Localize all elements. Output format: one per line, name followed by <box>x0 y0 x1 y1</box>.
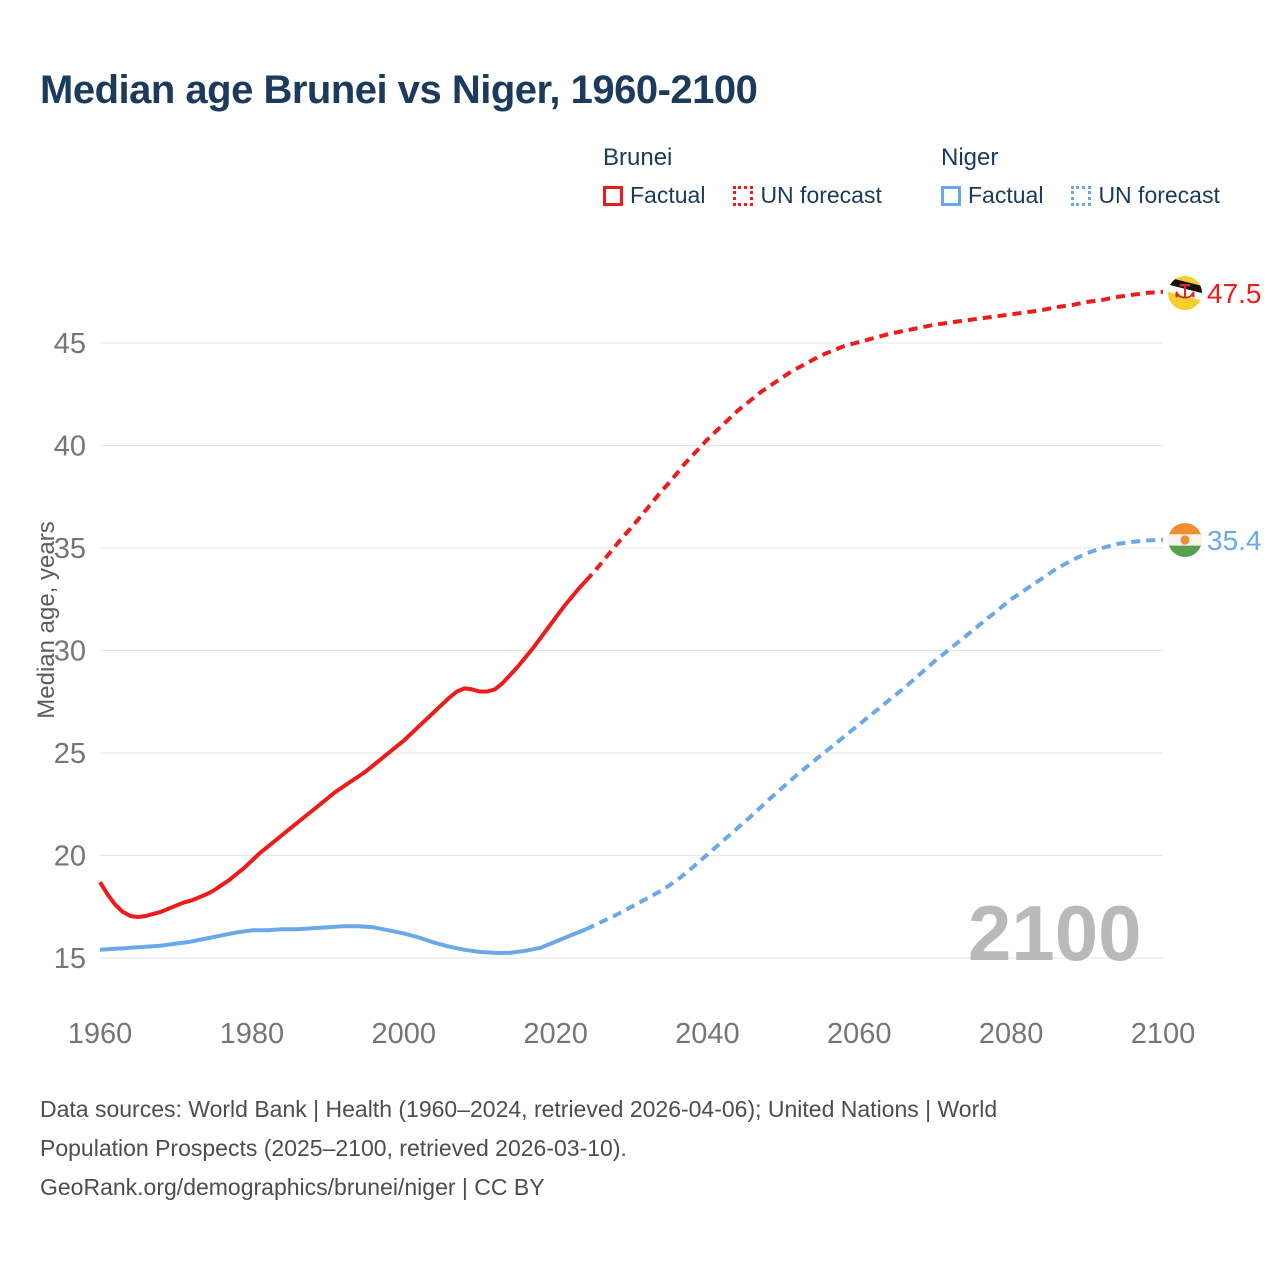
brunei-forecast-swatch <box>733 185 754 206</box>
y-tick-label: 30 <box>54 636 86 668</box>
series-line-brunei-factual <box>98 579 588 919</box>
footer-line-3: GeoRank.org/demographics/brunei/niger | … <box>40 1174 545 1200</box>
y-axis-title: Median age, years <box>33 521 60 719</box>
niger-factual-swatch <box>941 185 961 206</box>
legend-label: Factual <box>630 182 706 208</box>
y-tick-label: 15 <box>54 943 86 975</box>
x-tick-label: 2060 <box>827 1018 892 1050</box>
footer-attribution: Data sources: World Bank | Health (1960–… <box>40 1090 1180 1207</box>
niger-forecast-swatch <box>1071 185 1092 206</box>
series-line-niger-un-forecast <box>585 537 1164 932</box>
legend-heading-brunei: Brunei <box>603 144 673 171</box>
x-tick-label: 2020 <box>523 1018 588 1050</box>
legend-heading-niger: Niger <box>941 144 999 171</box>
legend-label: UN forecast <box>1098 182 1220 208</box>
y-tick-label: 25 <box>54 738 86 770</box>
legend-label: Factual <box>968 182 1044 208</box>
footer-line-2: Population Prospects (2025–2100, retriev… <box>40 1135 627 1161</box>
x-tick-label: 2100 <box>1131 1018 1196 1050</box>
series-line-niger-factual <box>99 924 587 955</box>
niger-end-value: 35.4 <box>1207 525 1262 556</box>
legend-item-brunei-factual[interactable]: Factual <box>603 182 705 209</box>
legend-group-brunei: Brunei Factual UN forecast <box>603 144 882 209</box>
legend-label: UN forecast <box>760 182 882 208</box>
x-tick-label: 2080 <box>979 1018 1044 1050</box>
brunei-flag-icon <box>1168 276 1202 310</box>
y-tick-label: 35 <box>54 533 86 565</box>
page-title: Median age Brunei vs Niger, 1960-2100 <box>40 68 758 112</box>
brunei-end-value: 47.5 <box>1207 278 1262 309</box>
y-tick-label: 40 <box>54 431 86 463</box>
y-tick-label: 20 <box>54 841 86 873</box>
legend-group-niger: Niger Factual UN forecast <box>941 144 1220 209</box>
x-tick-label: 2000 <box>371 1018 436 1050</box>
series-line-brunei-un-forecast <box>584 289 1164 583</box>
x-tick-label: 1980 <box>220 1018 285 1050</box>
x-tick-label: 2040 <box>675 1018 740 1050</box>
watermark-2100: 2100 <box>968 889 1142 977</box>
footer-line-1: Data sources: World Bank | Health (1960–… <box>40 1096 998 1122</box>
chart-canvas: 15 20 25 30 35 40 45 1960 1980 2000 2020 2040 2060 20… <box>54 289 1196 1050</box>
legend-item-niger-factual[interactable]: Factual <box>941 182 1043 209</box>
legend-item-brunei-forecast[interactable]: UN forecast <box>733 182 882 209</box>
niger-flag-icon <box>1168 523 1202 557</box>
x-tick-label: 1960 <box>68 1018 133 1050</box>
legend-item-niger-forecast[interactable]: UN forecast <box>1071 182 1220 209</box>
y-tick-label: 45 <box>54 328 86 360</box>
brunei-factual-swatch <box>603 185 623 206</box>
